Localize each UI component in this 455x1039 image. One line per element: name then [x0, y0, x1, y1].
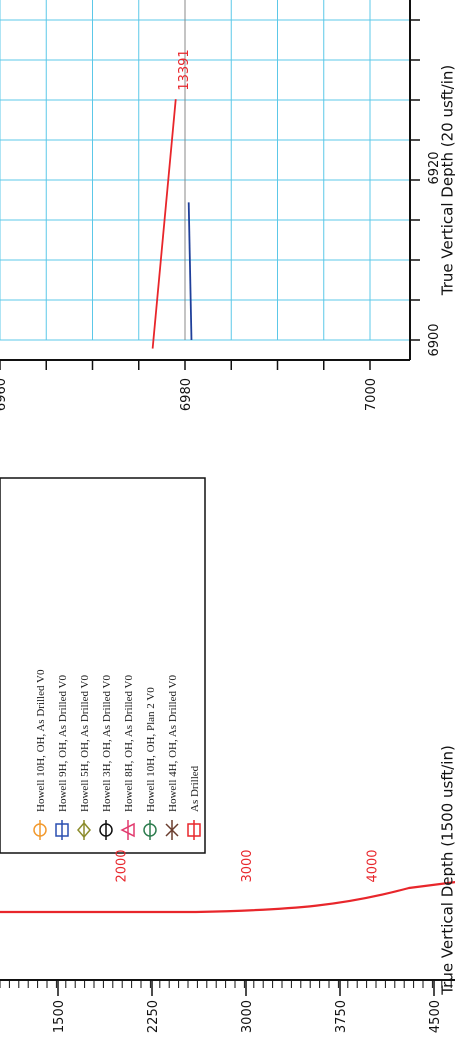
overview-y-tick-label: 3000	[240, 1000, 255, 1033]
legend-box	[0, 477, 206, 854]
x-tick-label: 6900	[427, 323, 442, 356]
zoom-chart-md-label: 13391	[177, 49, 192, 90]
legend-marker-diamond-icon	[77, 821, 91, 839]
legend-label: Howell 4H, OH, As Drilled V0	[167, 675, 179, 812]
legend-marker-circle-icon	[33, 823, 47, 837]
legend-label: Howell 3H, OH, As Drilled V0	[101, 675, 113, 812]
overview-chart-md-labels: 2000 3000 4000	[115, 849, 381, 882]
overview-md-label: 2000	[115, 849, 130, 882]
y-tick-label: 6980	[179, 378, 194, 411]
legend-label: As Drilled	[189, 765, 201, 812]
y-tick-label: 7000	[364, 378, 379, 411]
legend-item: Howell 10H, OH, Plan 2 V0	[143, 687, 157, 840]
legend-item: As Drilled	[187, 765, 201, 840]
legend-item: Howell 8H, OH, As Drilled V0	[120, 675, 135, 840]
zoom-chart-series	[151, 99, 193, 349]
zoom-series-line	[151, 99, 177, 349]
legend: Howell 10H, OH, As Drilled V0 Howell 9H, …	[0, 477, 206, 854]
zoom-chart-y-axis-title: True Vertical Depth (20 usft/in)	[439, 65, 455, 297]
y-tick-label: 6960	[0, 378, 9, 411]
legend-item: Howell 3H, OH, As Drilled V0	[99, 675, 113, 840]
legend-label: Howell 5H, OH, As Drilled V0	[79, 675, 91, 812]
overview-chart-ticks	[0, 979, 455, 988]
legend-item: Howell 10H, OH, As Drilled V0	[33, 669, 47, 840]
zoom-chart-ticks	[0, 19, 420, 370]
overview-y-tick-label: 3750	[334, 1000, 349, 1033]
overview-chart-series-line	[0, 881, 455, 914]
overview-md-label: 3000	[240, 849, 255, 882]
overview-y-tick-label: 2250	[146, 1000, 161, 1033]
overview-y-tick-label: 1500	[52, 1000, 67, 1033]
overview-md-label: 4000	[365, 849, 380, 882]
legend-items: Howell 10H, OH, As Drilled V0 Howell 9H, …	[33, 669, 201, 840]
zoom-chart-grid	[0, 0, 410, 341]
overview-chart-y-axis-title: True Vertical Depth (1500 usft/in)	[439, 745, 455, 996]
legend-marker-triangle-icon	[120, 822, 135, 838]
legend-marker-circle-icon	[99, 823, 113, 837]
legend-item: Howell 9H, OH, As Drilled V0	[55, 675, 69, 840]
legend-marker-square-icon	[55, 823, 69, 837]
legend-label: Howell 8H, OH, As Drilled V0	[123, 675, 135, 812]
x-tick-label: 6920	[427, 151, 442, 184]
legend-marker-x-icon	[165, 823, 179, 837]
legend-label: Howell 10H, OH, As Drilled V0	[35, 669, 47, 812]
legend-item: Howell 4H, OH, As Drilled V0	[165, 675, 179, 840]
zoom-series-line	[187, 202, 193, 341]
zoom-chart-y-tick-labels: 6960 6980 7000	[0, 378, 379, 411]
legend-marker-square-icon	[187, 823, 201, 837]
legend-marker-circle-icon	[143, 823, 157, 837]
zoom-chart: 6960 6980 7000 6900 6920 13391 True Vertica…	[0, 0, 455, 411]
overview-y-tick-label: 4500	[428, 1000, 443, 1033]
legend-item: Howell 5H, OH, As Drilled V0	[77, 675, 91, 840]
overview-chart-y-tick-labels: 1500 2250 3000 3750 4500	[52, 980, 443, 1033]
legend-label: Howell 9H, OH, As Drilled V0	[57, 675, 69, 812]
legend-label: Howell 10H, OH, Plan 2 V0	[145, 687, 157, 812]
zoom-chart-x-tick-labels: 6900 6920	[427, 151, 442, 356]
